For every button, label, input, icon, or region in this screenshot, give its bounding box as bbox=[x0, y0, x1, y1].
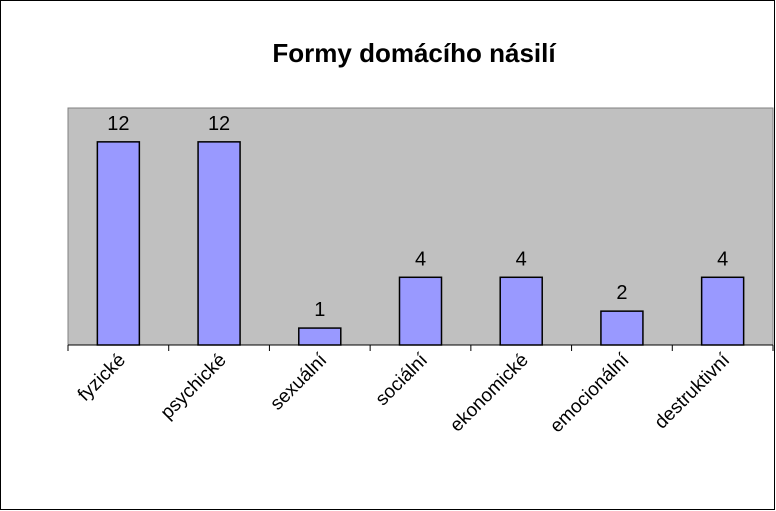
data-label: 12 bbox=[208, 113, 230, 135]
data-label: 4 bbox=[717, 248, 728, 270]
bar bbox=[197, 141, 241, 346]
bar bbox=[298, 327, 342, 346]
data-label: 1 bbox=[314, 299, 325, 321]
data-label: 12 bbox=[107, 113, 129, 135]
bar bbox=[700, 276, 745, 346]
bar bbox=[398, 276, 443, 346]
bar bbox=[96, 141, 141, 346]
bar bbox=[499, 276, 543, 346]
chart-title: Formy domácího násilí bbox=[272, 38, 556, 68]
data-label: 4 bbox=[516, 248, 527, 270]
bar bbox=[600, 310, 644, 346]
data-label: 4 bbox=[415, 248, 426, 270]
data-label: 2 bbox=[616, 282, 627, 304]
